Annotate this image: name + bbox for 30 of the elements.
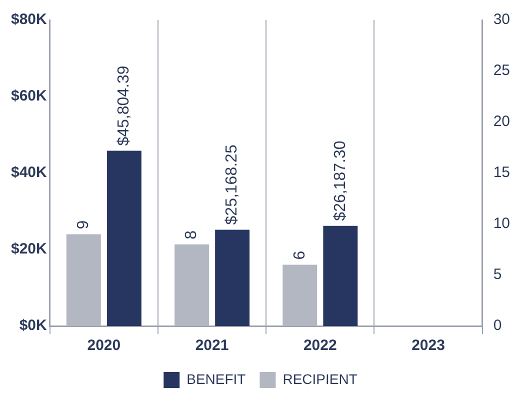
y2-tick-label: 0 [493,317,502,334]
data-label: $25,168.25 [224,144,241,225]
y2-tick-label: 10 [493,215,510,232]
x-tick-label: 2022 [303,337,337,354]
y2-tick-label: 30 [493,11,510,28]
data-label: 8 [183,230,200,240]
bar [174,244,209,326]
y2-tick-label: 5 [493,266,502,284]
y2-tick-label: 20 [493,113,510,130]
bar [106,150,142,326]
legend-label: BENEFIT [186,370,246,387]
data-label: $45,804.39 [116,66,133,146]
bar [282,264,318,326]
data-label: 9 [75,220,92,230]
y-tick-label: $80K [11,11,48,28]
y-tick-label: $20K [11,240,48,258]
y2-tick-label: 25 [493,62,510,80]
legend-label: RECIPIENT [282,370,358,387]
x-tick-label: 2021 [195,337,229,354]
y-tick-label: $60K [11,88,48,105]
x-tick-label: 2020 [87,337,121,354]
y-tick-label: $40K [11,164,48,182]
y2-tick-label: 15 [493,164,510,182]
bar [66,234,101,326]
data-label: 6 [291,250,308,260]
y-tick-label: $0K [19,317,48,334]
data-label: $26,187.30 [332,140,349,221]
bar [323,226,358,326]
x-tick-label: 2023 [412,337,445,354]
bar [215,230,250,326]
